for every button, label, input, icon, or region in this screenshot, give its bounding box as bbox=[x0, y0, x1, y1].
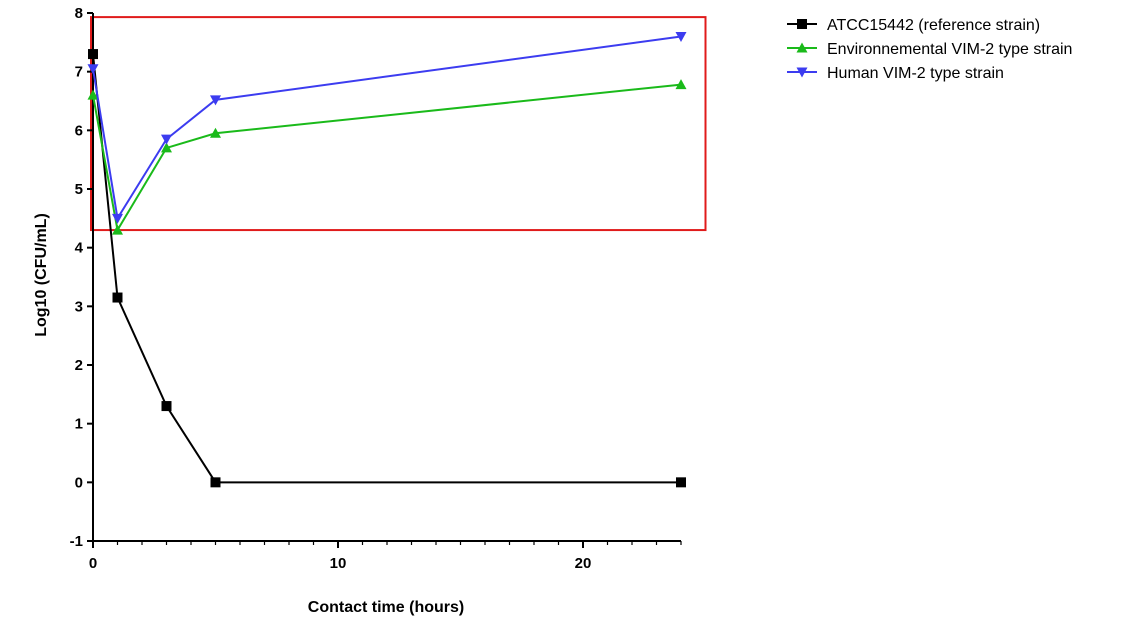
y-tick-label: 5 bbox=[75, 181, 83, 198]
data-point bbox=[675, 31, 687, 42]
y-axis-title: Log10 (CFU/mL) bbox=[33, 213, 50, 337]
y-tick-label: 8 bbox=[75, 5, 83, 22]
data-point bbox=[87, 64, 99, 75]
data-point bbox=[210, 95, 221, 106]
series-line bbox=[92, 83, 682, 233]
data-point bbox=[210, 127, 221, 138]
legend-item: ATCC15442 (reference strain) bbox=[787, 17, 1040, 34]
series-human-vim-2-type-strain bbox=[87, 31, 687, 224]
legend-marker bbox=[796, 67, 808, 78]
x-tick-label: 10 bbox=[330, 555, 347, 572]
y-tick-label: 4 bbox=[75, 240, 84, 257]
highlight-box bbox=[90, 16, 707, 232]
y-tick-label: 0 bbox=[75, 474, 83, 491]
legend-label: ATCC15442 (reference strain) bbox=[827, 17, 1040, 34]
legend-item: Environnemental VIM-2 type strain bbox=[787, 41, 1072, 58]
y-tick-label: 6 bbox=[75, 122, 83, 139]
data-point bbox=[161, 142, 172, 153]
series-environnemental-vim-2-type-strain bbox=[87, 79, 687, 235]
data-point bbox=[210, 477, 221, 488]
x-axis-title: Contact time (hours) bbox=[308, 599, 464, 616]
series-line bbox=[92, 35, 682, 222]
y-tick-label: 3 bbox=[75, 298, 83, 315]
series-atcc15442-reference-strain bbox=[88, 49, 686, 488]
series-line bbox=[92, 53, 681, 484]
legend-item: Human VIM-2 type strain bbox=[787, 65, 1004, 82]
data-point bbox=[161, 134, 172, 145]
y-tick-label: 7 bbox=[75, 64, 83, 81]
x-tick-label: 0 bbox=[89, 555, 97, 572]
y-tick-label: 1 bbox=[75, 416, 83, 433]
data-point bbox=[161, 401, 172, 412]
y-tick-label: 2 bbox=[75, 357, 83, 374]
data-point bbox=[112, 224, 123, 235]
x-tick-label: 20 bbox=[575, 555, 592, 572]
data-point bbox=[112, 213, 123, 224]
data-point bbox=[675, 79, 687, 90]
legend-label: Human VIM-2 type strain bbox=[827, 65, 1004, 82]
legend-marker bbox=[797, 19, 807, 29]
data-point bbox=[676, 477, 686, 488]
data-point bbox=[112, 292, 123, 303]
y-tick-label: -1 bbox=[70, 533, 83, 550]
legend-marker bbox=[796, 42, 808, 53]
legend-label: Environnemental VIM-2 type strain bbox=[827, 41, 1072, 58]
data-point bbox=[87, 89, 99, 100]
data-point bbox=[88, 49, 98, 60]
